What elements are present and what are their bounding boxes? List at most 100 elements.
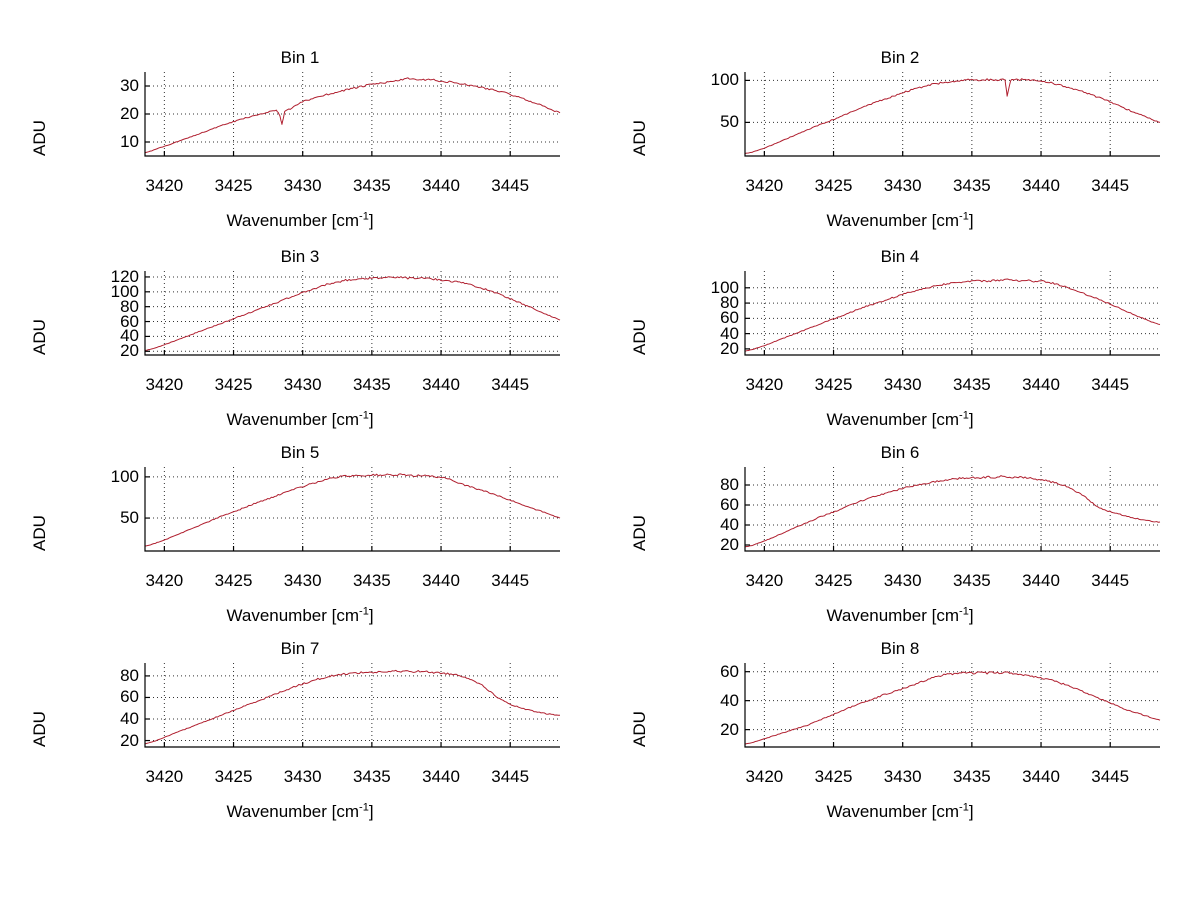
x-axis-label-exponent: -1 xyxy=(359,801,369,814)
axis-frame xyxy=(144,663,560,748)
y-tick-label: 40 xyxy=(720,690,739,710)
x-tick-label: 3425 xyxy=(814,176,853,195)
x-tick-label: 3430 xyxy=(883,375,922,394)
y-tick-label: 40 xyxy=(720,323,739,343)
x-tick-label-row: 3420 3425 3430 3435 3440 3445 xyxy=(600,375,1200,397)
x-tick-label: 3430 xyxy=(283,571,322,590)
y-tick-label: 100 xyxy=(110,281,139,301)
y-tick-label: 120 xyxy=(110,266,139,286)
y-tick-label: 80 xyxy=(720,293,739,313)
y-tick-label: 60 xyxy=(120,311,139,331)
x-tick-label: 3435 xyxy=(352,767,391,786)
plot-area xyxy=(600,72,1200,172)
x-tick-label: 3420 xyxy=(745,375,784,394)
x-tick-label: 3445 xyxy=(491,767,530,786)
x-tick-label: 3420 xyxy=(145,767,184,786)
x-tick-label: 3420 xyxy=(145,375,184,394)
x-tick-label: 3430 xyxy=(283,176,322,195)
y-tick-label: 30 xyxy=(120,76,139,95)
x-tick-label: 3430 xyxy=(883,176,922,195)
y-tick-label: 20 xyxy=(720,338,739,358)
panel-title: Bin 5 xyxy=(280,443,320,462)
y-tick-label: 20 xyxy=(120,341,139,361)
x-tick-label: 3430 xyxy=(883,571,922,590)
x-tick-label: 3420 xyxy=(145,176,184,195)
x-axis-label-exponent: -1 xyxy=(359,409,369,422)
x-tick-label: 3435 xyxy=(352,176,391,195)
x-tick-label: 3445 xyxy=(1091,571,1130,590)
data-series-line xyxy=(744,278,1161,352)
x-axis-label: Wavenumber [cm-1] xyxy=(600,606,1200,626)
x-axis-label-prefix: Wavenumber [cm xyxy=(826,211,960,230)
x-tick-label: 3425 xyxy=(814,375,853,394)
data-series-line xyxy=(144,669,561,745)
y-tick-label: 20 xyxy=(120,730,139,750)
x-axis-label: Wavenumber [cm-1] xyxy=(0,211,600,231)
x-axis-label-prefix: Wavenumber [cm xyxy=(826,606,960,625)
x-tick-label-row: 3420 3425 3430 3435 3440 3445 xyxy=(600,571,1200,593)
y-tick-label: 20 xyxy=(120,104,139,123)
plot-panel-8: Bin 8 ADU 20 40 60 3420 3425 3430 3435 3440 3445 Wa… xyxy=(600,639,1200,844)
x-tick-label: 3435 xyxy=(952,571,991,590)
y-tick-label: 50 xyxy=(120,508,139,528)
x-tick-label: 3430 xyxy=(283,375,322,394)
x-tick-label-row: 3420 3425 3430 3435 3440 3445 xyxy=(600,767,1200,789)
x-axis-label-exponent: -1 xyxy=(359,210,369,223)
axis-frame xyxy=(144,72,560,157)
panel-title: Bin 1 xyxy=(280,48,320,67)
x-tick-label: 3445 xyxy=(491,176,530,195)
y-tick-label: 60 xyxy=(120,687,139,707)
y-tick-label: 60 xyxy=(720,495,739,514)
x-axis-label-exponent: -1 xyxy=(959,210,969,223)
plot-panel-1: Bin 1 ADU 10 20 30 3420 3425 3430 3435 3440 3445 Wa… xyxy=(0,48,600,253)
data-series-line xyxy=(144,77,561,154)
x-tick-label: 3435 xyxy=(352,375,391,394)
x-axis-label: Wavenumber [cm-1] xyxy=(0,410,600,430)
x-tick-label: 3440 xyxy=(1022,176,1060,195)
x-tick-label: 3445 xyxy=(1091,767,1130,786)
panel-title: Bin 2 xyxy=(880,48,920,67)
data-series-line xyxy=(144,276,561,351)
y-tick-label: 80 xyxy=(720,475,739,494)
x-tick-label: 3425 xyxy=(214,767,253,786)
x-tick-label: 3445 xyxy=(1091,375,1130,394)
plot-panel-2: Bin 2 ADU 50 100 3420 3425 3430 3435 3440 3445 Wav… xyxy=(600,48,1200,253)
x-axis-label-prefix: Wavenumber [cm xyxy=(826,802,960,821)
axis-frame xyxy=(744,271,1160,356)
x-tick-label: 3440 xyxy=(1022,375,1060,394)
x-axis-label-suffix: ] xyxy=(368,606,374,625)
x-axis-label: Wavenumber [cm-1] xyxy=(0,606,600,626)
panel-title: Bin 3 xyxy=(280,247,320,266)
x-tick-label-row: 3420 3425 3430 3435 3440 3445 xyxy=(600,176,1200,198)
data-series-line xyxy=(144,473,561,547)
x-axis-label-exponent: -1 xyxy=(359,605,369,618)
panel-title: Bin 7 xyxy=(280,639,320,658)
x-axis-label-suffix: ] xyxy=(368,802,374,821)
x-tick-label: 3425 xyxy=(214,571,253,590)
axis-frame xyxy=(144,467,560,552)
plot-area xyxy=(600,467,1200,567)
y-tick-label: 40 xyxy=(120,326,139,346)
x-tick-label: 3440 xyxy=(422,571,460,590)
plot-panel-7: Bin 7 ADU 20 40 60 80 3420 3425 3430 3435 3440 3445… xyxy=(0,639,600,844)
y-tick-label: 80 xyxy=(120,665,139,685)
plot-panel-6: Bin 6 ADU 20 40 60 80 3420 3425 3430 3435 3440 3445… xyxy=(600,443,1200,648)
x-tick-label: 3430 xyxy=(883,767,922,786)
panel-title: Bin 6 xyxy=(880,443,920,462)
x-axis-label-prefix: Wavenumber [cm xyxy=(226,410,360,429)
x-tick-label: 3425 xyxy=(814,767,853,786)
axis-frame xyxy=(744,72,1160,157)
y-tick-label: 100 xyxy=(710,277,739,297)
plot-panel-4: Bin 4 ADU 20 40 60 80 100 3420 3425 3430 3435 3440 3… xyxy=(600,247,1200,452)
y-tick-label: 50 xyxy=(720,112,739,132)
x-tick-label: 3420 xyxy=(145,571,184,590)
x-tick-label: 3435 xyxy=(352,571,391,590)
x-tick-label: 3425 xyxy=(214,176,253,195)
x-axis-label-suffix: ] xyxy=(368,211,374,230)
x-tick-label: 3425 xyxy=(814,571,853,590)
x-axis-label-prefix: Wavenumber [cm xyxy=(226,211,360,230)
y-tick-label: 20 xyxy=(720,535,739,554)
plot-panel-3: Bin 3 ADU 20 40 60 80 100 120 3420 3425 3430 3435 34… xyxy=(0,247,600,452)
y-tick-label: 60 xyxy=(720,661,739,681)
